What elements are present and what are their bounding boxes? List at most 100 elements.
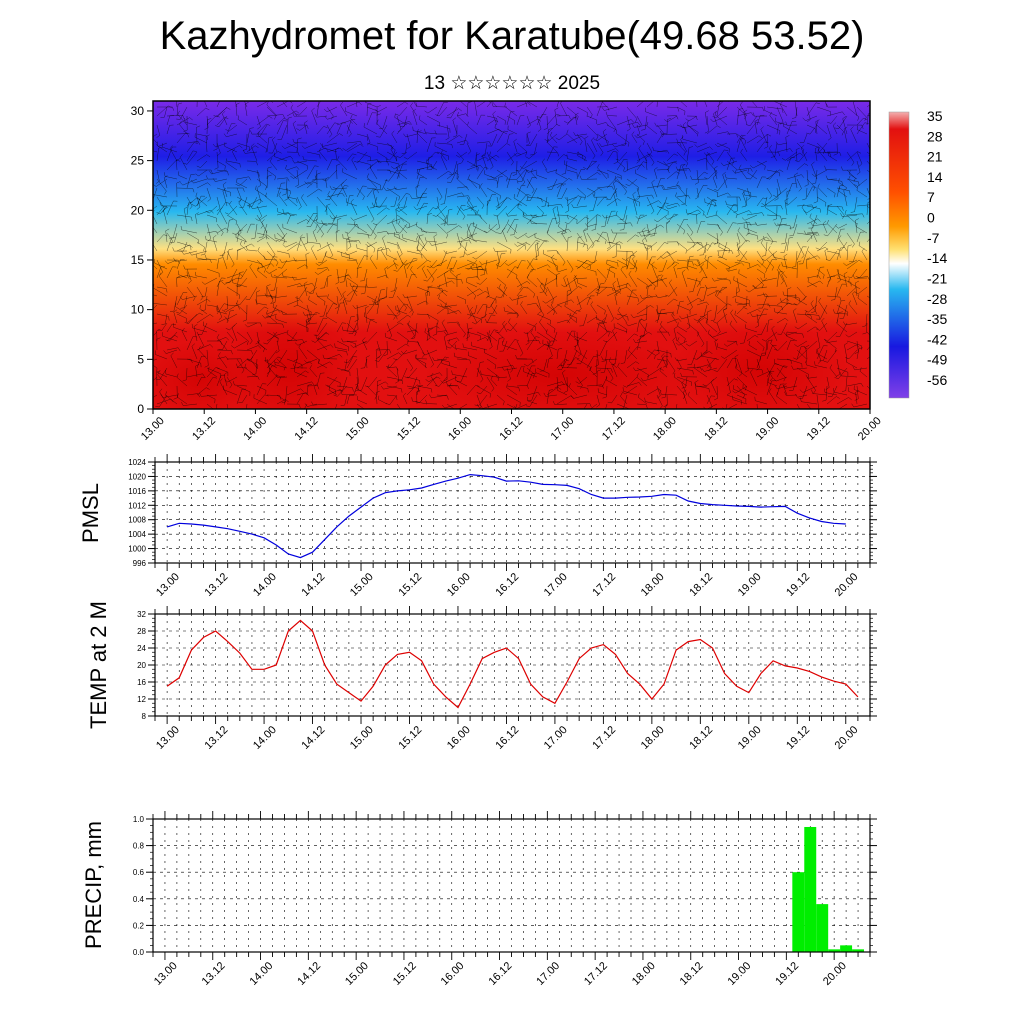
y-tick-label: 0.6	[133, 868, 145, 877]
colorbar-label: 21	[927, 149, 943, 165]
heat-x-tick-label: 15.00	[344, 415, 372, 443]
x-tick-label: 18.00	[639, 571, 667, 599]
x-tick-label: 15.00	[343, 960, 371, 988]
pmsl-axis-label: PMSL	[78, 483, 103, 543]
x-tick-label: 16.00	[445, 571, 473, 599]
x-tick-label: 13.12	[202, 724, 230, 752]
x-tick-label: 15.12	[391, 960, 419, 988]
pmsl-panel: 996 1000 1004 1008 1012 1016 1020 1024 13.00 13.1…	[78, 454, 877, 599]
x-tick-label: 14.00	[247, 960, 275, 988]
y-tick-label: 1008	[128, 516, 146, 525]
x-tick-label: 13.12	[200, 960, 228, 988]
y-tick-label: 0.4	[133, 895, 145, 904]
x-tick-label: 13.12	[202, 571, 230, 599]
heat-x-tick-label: 16.00	[446, 415, 474, 443]
heat-x-tick-label: 13.12	[190, 415, 218, 443]
y-tick-label: 16	[137, 678, 146, 687]
x-tick-label: 17.12	[590, 571, 618, 599]
y-tick-label: 1000	[128, 545, 146, 554]
x-tick-label: 14.00	[251, 724, 279, 752]
x-tick-label: 20.00	[833, 571, 861, 599]
x-tick-label: 15.00	[348, 724, 376, 752]
pmsl-series-line	[166, 473, 846, 559]
y-tick-label: 0.8	[133, 842, 145, 851]
y-tick-label: 1012	[128, 501, 146, 510]
temp-axis-label: TEMP at 2 M	[86, 601, 111, 729]
chart-title: Kazhydromet for Karatube(49.68 53.52)	[159, 14, 865, 58]
x-tick-label: 19.12	[773, 960, 801, 988]
colorbar-label: -42	[927, 331, 947, 347]
x-tick-label: 20.00	[833, 724, 861, 752]
x-tick-label: 14.12	[295, 960, 323, 988]
y-tick-label: 1004	[128, 530, 146, 539]
colorbar-label: -14	[927, 250, 947, 266]
x-tick-label: 17.00	[542, 724, 570, 752]
heat-y-tick-label: 25	[131, 154, 145, 168]
colorbar	[888, 111, 910, 399]
y-tick-label: 12	[137, 695, 146, 704]
x-tick-label: 17.00	[534, 960, 562, 988]
colorbar-label: -21	[927, 270, 947, 286]
x-tick-label: 15.12	[396, 724, 424, 752]
heat-x-tick-label: 17.00	[549, 415, 577, 443]
x-tick-label: 16.12	[493, 571, 521, 599]
chart-subtitle: 13 ☆☆☆☆☆☆ 2025	[423, 73, 601, 94]
y-tick-label: 8	[142, 712, 147, 721]
temp-series-line	[166, 619, 859, 709]
x-tick-label: 19.00	[736, 571, 764, 599]
x-tick-label: 19.00	[725, 960, 753, 988]
x-tick-label: 13.00	[154, 724, 182, 752]
x-tick-label: 19.00	[736, 724, 764, 752]
heat-y-tick-label: 15	[131, 253, 145, 267]
x-tick-label: 14.12	[299, 571, 327, 599]
heat-x-tick-label: 20.00	[856, 415, 884, 443]
y-tick-label: 0.0	[133, 948, 145, 957]
heat-x-tick-label: 18.00	[651, 415, 679, 443]
heat-x-tick-label: 18.12	[702, 415, 730, 443]
x-tick-label: 13.00	[152, 960, 180, 988]
colorbar-label: 28	[927, 128, 943, 144]
heat-x-tick-label: 14.00	[241, 415, 269, 443]
colorbar-label: 7	[927, 189, 935, 205]
precip-bar	[828, 949, 841, 952]
colorbar-label: 0	[927, 210, 935, 226]
x-tick-label: 20.00	[821, 960, 849, 988]
x-tick-label: 16.12	[493, 724, 521, 752]
heat-y-tick-label: 5	[137, 352, 144, 366]
y-tick-label: 996	[133, 559, 147, 568]
colorbar-label: 14	[927, 169, 943, 185]
precip-axis-label: PRECIP, mm	[81, 821, 106, 949]
heat-x-tick-label: 13.00	[139, 415, 167, 443]
precip-bar	[840, 945, 853, 952]
x-tick-label: 14.12	[299, 724, 327, 752]
colorbar-label: -49	[927, 352, 947, 368]
x-tick-label: 19.12	[784, 571, 812, 599]
x-tick-label: 15.00	[348, 571, 376, 599]
y-tick-label: 1.0	[133, 815, 145, 824]
y-tick-label: 1020	[128, 472, 146, 481]
x-tick-label: 18.00	[639, 724, 667, 752]
precip-bar	[804, 826, 817, 952]
heat-y-tick-label: 20	[131, 203, 145, 217]
colorbar-label: -28	[927, 291, 947, 307]
x-tick-label: 16.00	[445, 724, 473, 752]
y-tick-label: 1016	[128, 487, 146, 496]
x-tick-label: 14.00	[251, 571, 279, 599]
colorbar-label: -7	[927, 230, 940, 246]
temp-panel: 8 12 16 20 24 28 32 13.00 13.12 14.00 14.12 15.00 15…	[86, 601, 877, 752]
temperature-height-section: 0 5 10 15 20 25 30 13.00 13.12 14.00 14.12 15.00 15…	[131, 100, 947, 443]
heat-x-tick-label: 15.12	[395, 415, 423, 443]
y-tick-label: 24	[137, 644, 146, 653]
heat-y-tick-label: 30	[131, 104, 145, 118]
precip-panel: 0.0 0.2 0.4 0.6 0.8 1.0 13.00 13.12 14.00 14.12 15…	[81, 811, 877, 988]
heat-x-tick-label: 16.12	[497, 415, 525, 443]
x-tick-label: 16.00	[439, 960, 467, 988]
colorbar-label: -56	[927, 372, 947, 388]
x-tick-label: 18.12	[687, 571, 715, 599]
colorbar-label: -35	[927, 311, 947, 327]
x-tick-label: 19.12	[784, 724, 812, 752]
x-tick-label: 18.12	[678, 960, 706, 988]
precip-bar	[852, 949, 865, 952]
x-tick-label: 18.12	[687, 724, 715, 752]
